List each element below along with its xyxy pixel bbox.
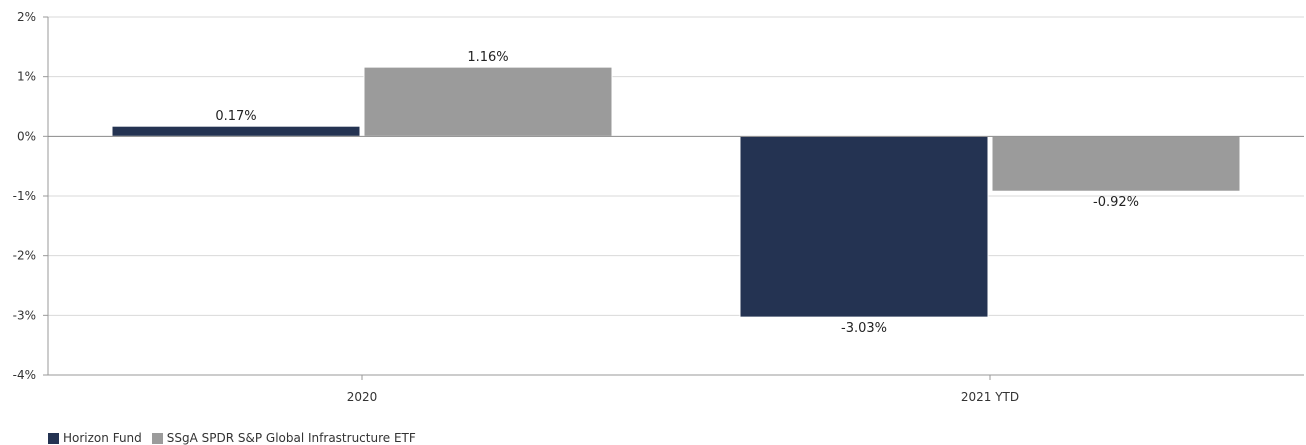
y-tick-label: -1%	[13, 189, 36, 203]
y-tick-label: 2%	[17, 10, 36, 24]
data-label: -3.03%	[841, 321, 887, 336]
bar-spdr-etf	[363, 66, 613, 137]
data-label: 1.16%	[467, 50, 508, 65]
bar-horizon-fund	[111, 125, 361, 137]
legend-label-spdr-etf: SSgA SPDR S&P Global Infrastructure ETF	[166, 431, 416, 445]
x-tick-label: 2020	[347, 390, 378, 404]
data-label: -0.92%	[1093, 195, 1139, 210]
y-tick-label: -3%	[13, 308, 36, 322]
y-tick-label: -4%	[13, 368, 36, 382]
y-tick-label: -2%	[13, 249, 36, 263]
data-label: 0.17%	[215, 109, 256, 124]
y-tick-label: 1%	[17, 70, 36, 84]
bar-chart: 2% 1% 0% -1% -2% -3% -4% 0.17% 1.16% 2020 -3.03% -0…	[13, 10, 1304, 404]
bar-horizon-fund	[739, 135, 989, 318]
legend-swatch-horizon-fund	[48, 432, 59, 444]
legend-item-horizon-fund: Horizon Fund	[48, 431, 142, 445]
legend-item-spdr-etf: SSgA SPDR S&P Global Infrastructure ETF	[151, 431, 416, 445]
bar-spdr-etf	[991, 135, 1241, 192]
legend-swatch-spdr-etf	[151, 432, 163, 444]
x-tick-label: 2021 YTD	[961, 390, 1019, 404]
legend: Horizon Fund SSgA SPDR S&P Global Infras…	[48, 431, 426, 445]
legend-label-horizon-fund: Horizon Fund	[63, 431, 142, 445]
y-tick-label: 0%	[17, 129, 36, 143]
